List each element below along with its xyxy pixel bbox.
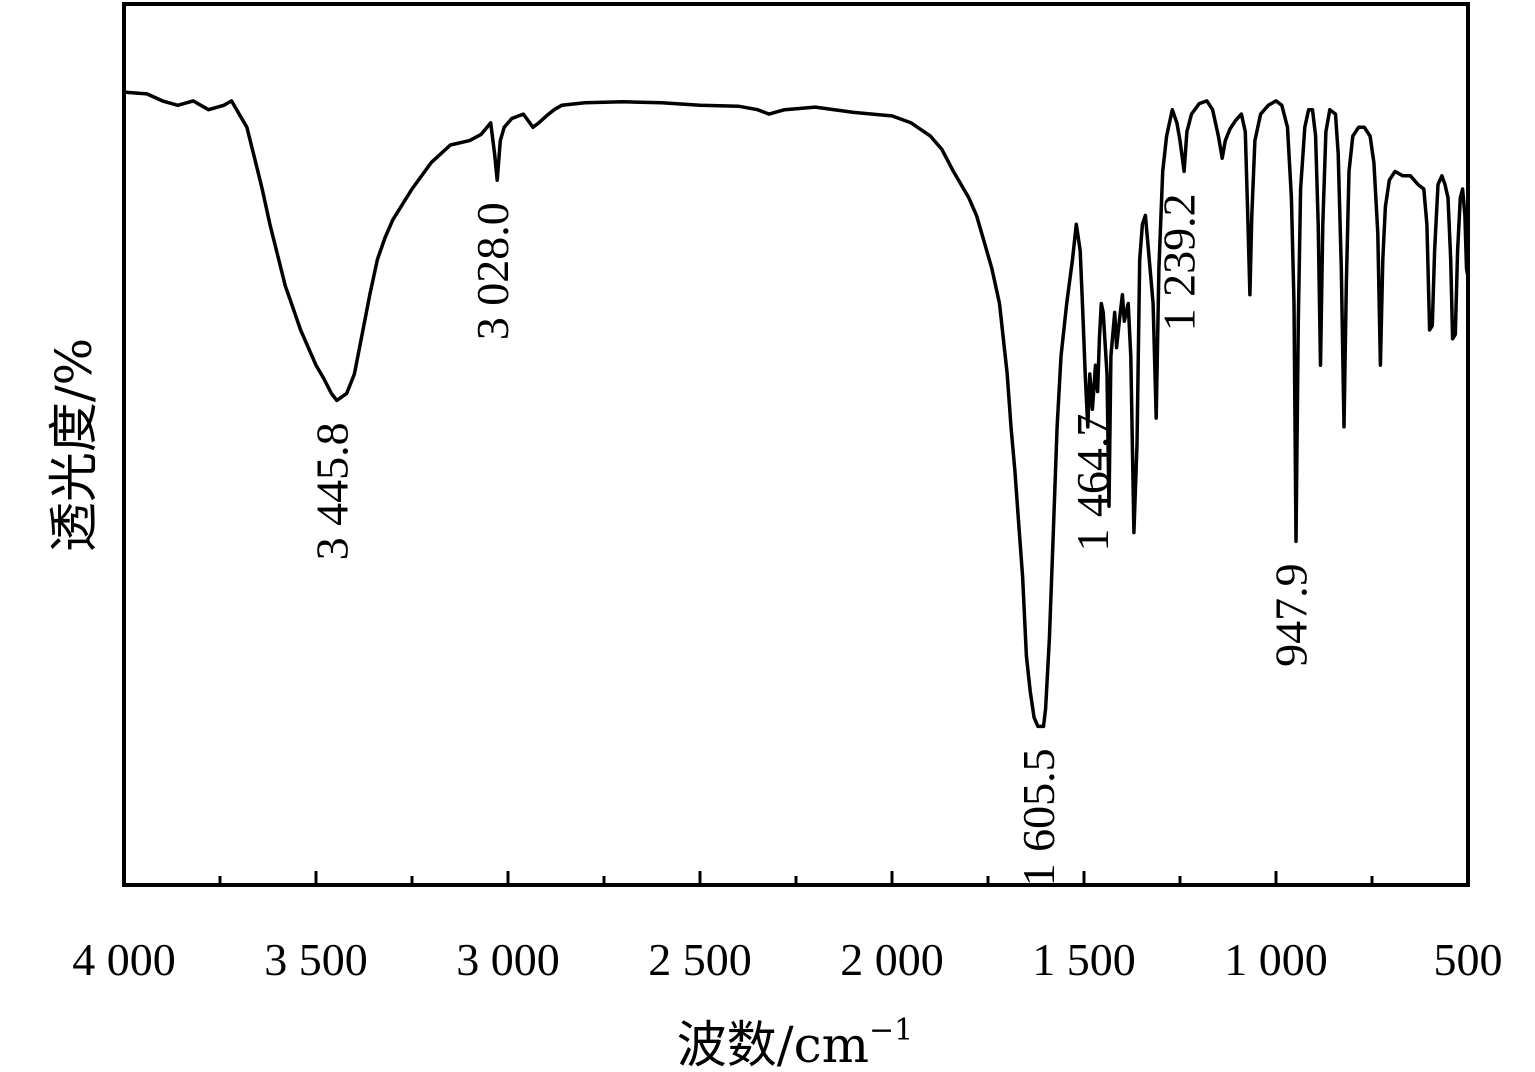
peak-label: 1 464.7 bbox=[1067, 414, 1118, 552]
x-tick-label: 4 000 bbox=[72, 934, 176, 985]
x-tick-label: 3 500 bbox=[264, 934, 368, 985]
peak-label: 3 445.8 bbox=[306, 422, 357, 560]
spectrum-line bbox=[123, 90, 1470, 729]
x-axis-ticks bbox=[218, 871, 1374, 885]
x-axis-title-superscript: −1 bbox=[869, 1013, 913, 1048]
peak-annotations: 3 445.8 3 028.0 1 605.5 1 464.7 1 239.2 947.9 bbox=[306, 193, 1316, 886]
peak-label: 947.9 bbox=[1266, 563, 1317, 667]
peak-label: 1 239.2 bbox=[1154, 193, 1205, 331]
x-axis-title-main: 波数/cm bbox=[677, 1016, 869, 1072]
y-axis-title: 透光度/% bbox=[45, 338, 103, 552]
x-tick-label: 2 500 bbox=[648, 934, 752, 985]
x-axis-title: 波数/cm−1 bbox=[677, 1013, 914, 1072]
x-tick-label: 3 000 bbox=[456, 934, 560, 985]
x-axis-tick-labels: 4 000 3 500 3 000 2 500 2 000 1 500 1 000 500 bbox=[72, 934, 1502, 985]
x-tick-label: 1 000 bbox=[1224, 934, 1328, 985]
peak-label: 1 605.5 bbox=[1013, 748, 1064, 886]
x-tick-label: 1 500 bbox=[1032, 934, 1136, 985]
x-tick-label: 2 000 bbox=[840, 934, 944, 985]
peak-label: 3 028.0 bbox=[467, 202, 518, 340]
x-tick-label: 500 bbox=[1434, 934, 1503, 985]
